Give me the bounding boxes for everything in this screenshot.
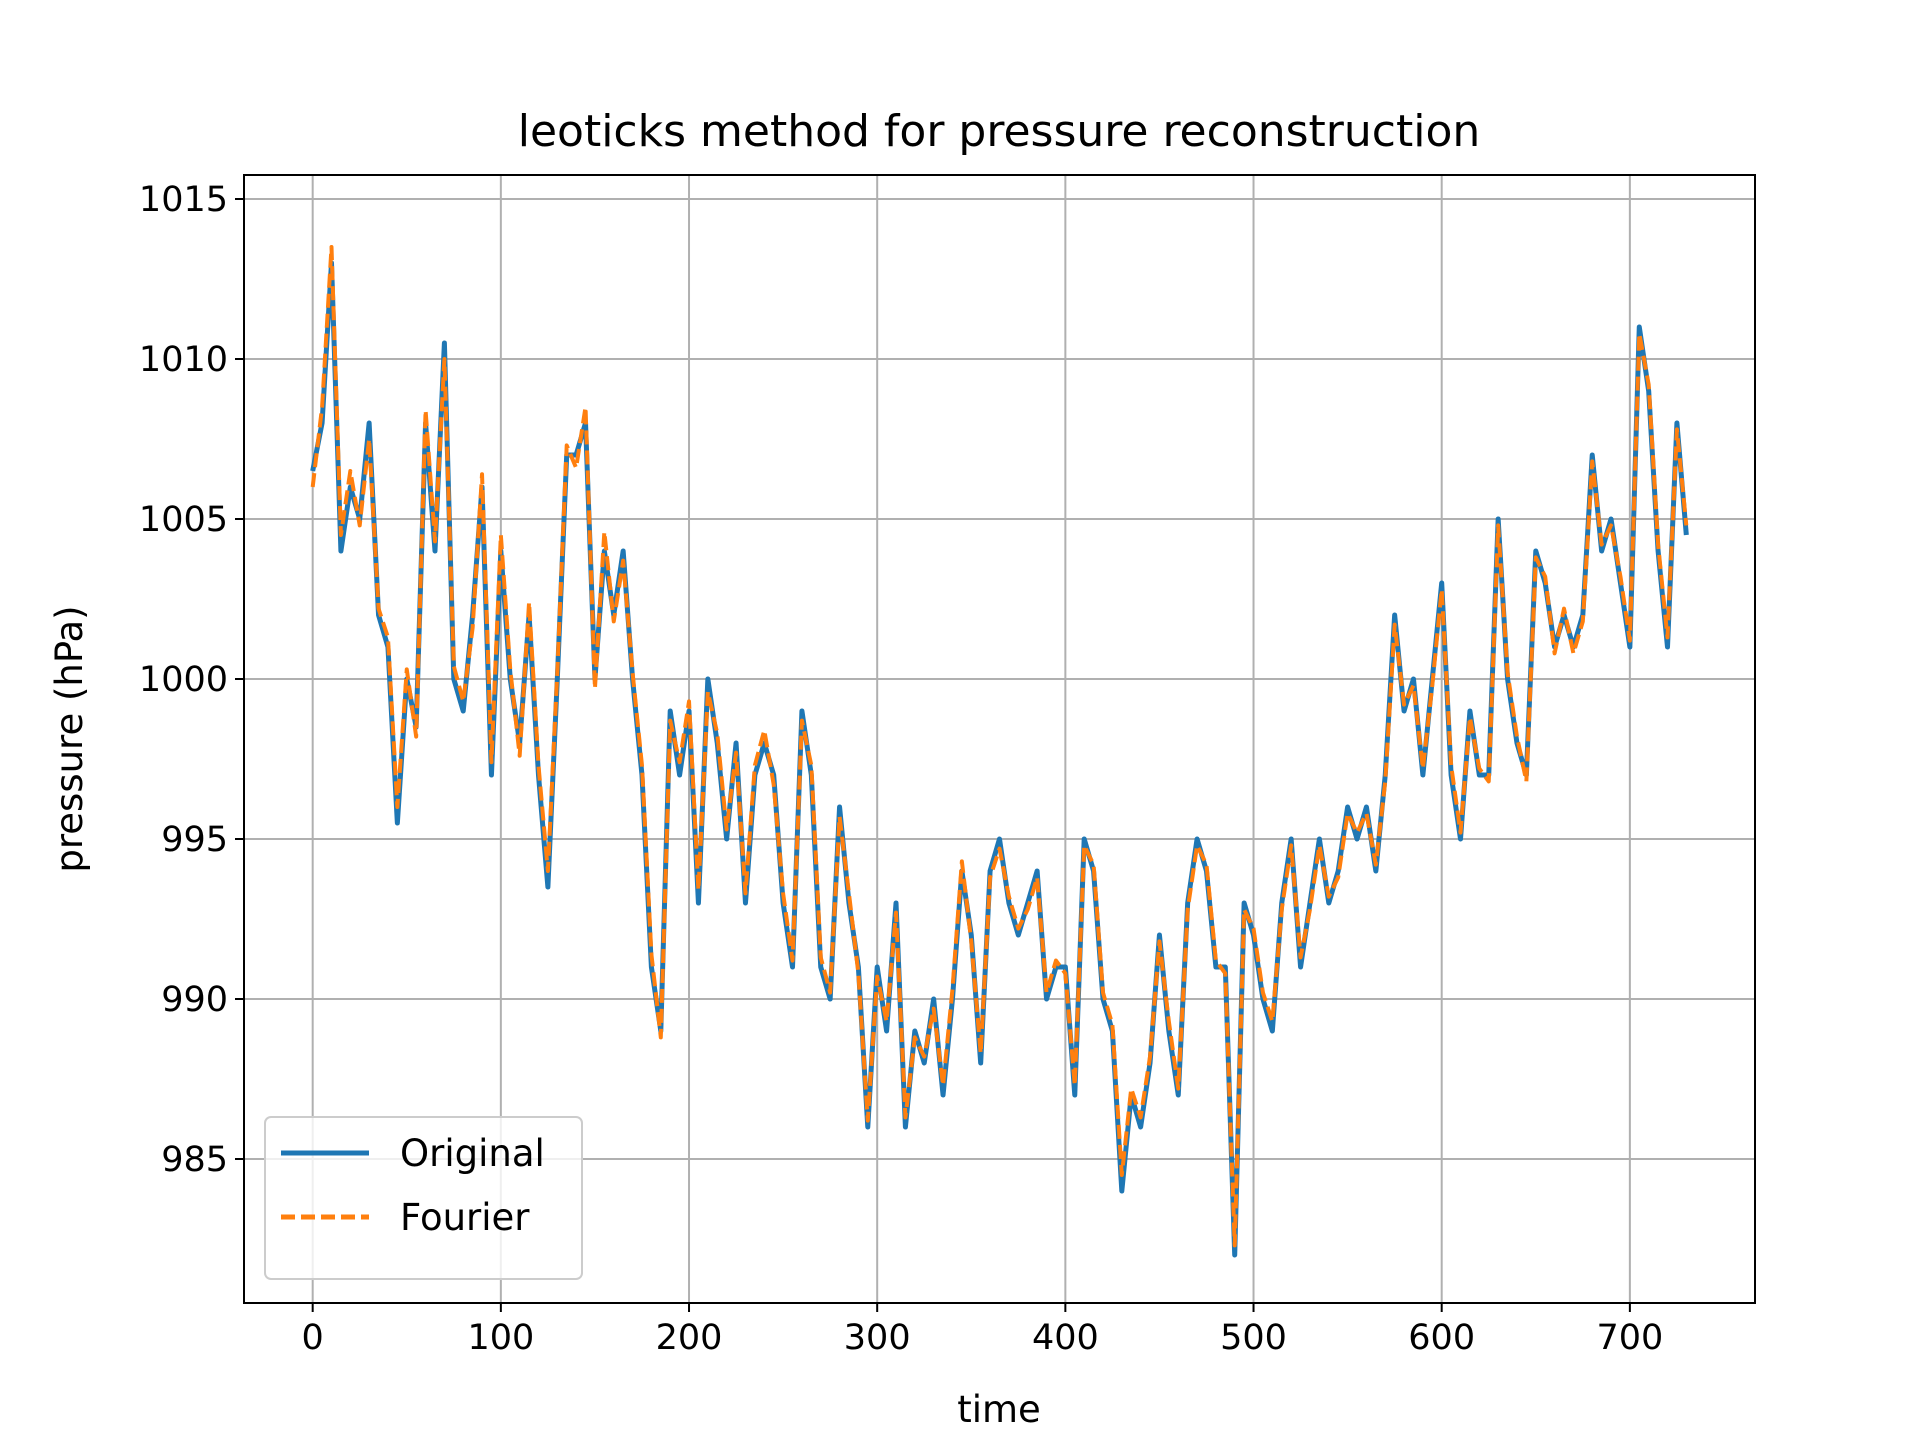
x-tick-label: 600 — [1408, 1318, 1475, 1358]
y-tick-label: 990 — [161, 980, 228, 1020]
y-axis-label: pressure (hPa) — [48, 605, 91, 872]
x-tick-label: 400 — [1032, 1318, 1099, 1358]
x-tick-label: 0 — [302, 1318, 324, 1358]
y-tick-label: 985 — [161, 1140, 228, 1180]
line-series — [310, 260, 1689, 1258]
x-tick-label: 200 — [656, 1318, 723, 1358]
x-tick-label: 500 — [1220, 1318, 1287, 1358]
plot-frame — [243, 174, 1756, 1304]
y-tick-label: 1015 — [139, 180, 228, 220]
legend-box — [264, 1116, 583, 1280]
legend-label: Original — [400, 1132, 545, 1175]
line-series — [310, 245, 1689, 1248]
x-tick-label: 700 — [1596, 1318, 1663, 1358]
legend-label: Fourier — [400, 1196, 530, 1239]
y-tick-label: 1000 — [139, 660, 228, 700]
x-tick-label: 100 — [467, 1318, 534, 1358]
chart-title: leoticks method for pressure reconstruct… — [518, 106, 1481, 157]
y-tick-label: 1005 — [139, 500, 228, 540]
y-tick-label: 1010 — [139, 340, 228, 380]
y-tick-label: 995 — [161, 820, 228, 860]
x-tick-label: 300 — [844, 1318, 911, 1358]
x-axis-label: time — [957, 1388, 1041, 1431]
